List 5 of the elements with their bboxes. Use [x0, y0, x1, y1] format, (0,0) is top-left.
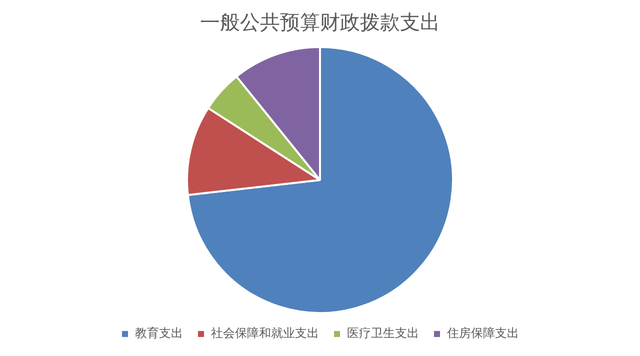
legend-label: 医疗卫生支出 [347, 326, 419, 340]
legend-label: 住房保障支出 [446, 326, 519, 340]
chart-title: 一般公共预算财政拨款支出 [200, 10, 440, 34]
legend-label: 教育支出 [135, 326, 183, 340]
legend-label: 社会保障和就业支出 [211, 326, 319, 340]
